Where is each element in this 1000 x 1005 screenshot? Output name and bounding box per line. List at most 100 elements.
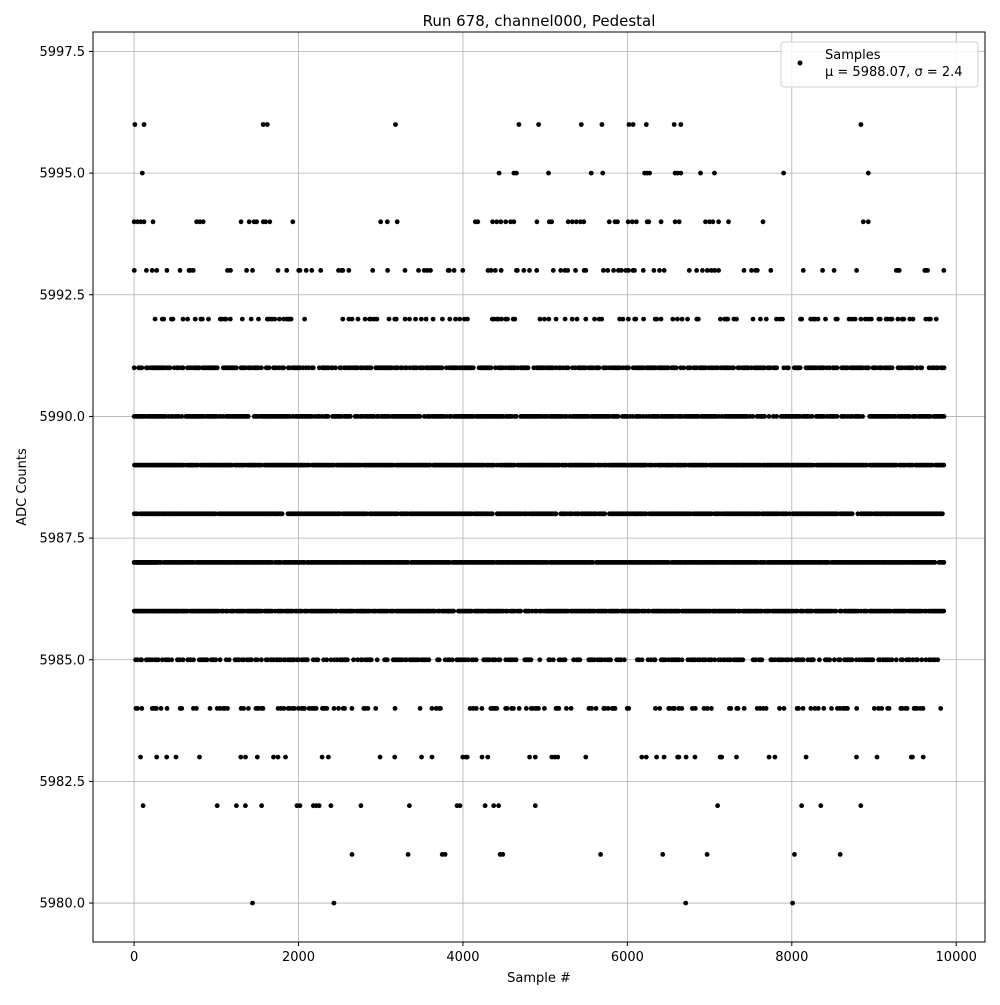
sample-point [812,706,818,711]
sample-point [865,170,871,176]
sample-point [781,706,787,711]
sample-point [679,706,685,711]
sample-point [489,511,495,517]
sample-point [302,316,307,322]
sample-point [651,268,657,273]
sample-point [449,657,455,663]
sample-point [217,657,223,663]
sample-point [500,852,506,857]
sample-point [612,706,618,711]
sample-point [239,316,245,322]
sample-point [511,706,516,711]
sample-point [423,316,429,322]
sample-point [167,365,173,371]
sample-point [800,706,806,711]
sample-point [562,316,568,322]
sample-point [479,706,485,711]
sample-point [228,268,233,273]
sample-point [941,268,947,273]
sample-point [553,511,559,517]
sample-point [442,852,448,857]
sample-point [351,657,356,663]
sample-point [657,706,663,711]
sample-point [515,268,520,273]
sample-point [716,268,721,273]
sample-point [589,706,594,711]
sample-point [829,706,834,711]
sample-point [525,365,531,371]
sample-point [550,657,556,663]
sample-point [715,803,720,809]
sample-point [553,316,559,322]
sample-point [800,657,806,663]
sample-point [266,365,272,371]
sample-point [718,316,723,322]
sample-point [185,316,191,322]
sample-point [488,268,494,273]
sample-point [177,268,183,273]
sample-point [899,706,905,711]
sample-point [781,170,786,176]
sample-point [508,219,513,225]
sample-point [893,657,899,663]
sample-point [340,316,346,322]
sample-point [647,170,652,176]
sample-point [763,706,769,711]
sample-point [583,316,589,322]
sample-point [439,365,445,371]
sample-point [355,657,360,663]
sample-point [789,657,794,663]
sample-point [154,706,159,711]
sample-point [626,122,632,127]
sample-point [436,657,442,663]
legend-box [780,41,979,88]
sample-point [393,122,398,127]
sample-point [654,754,659,760]
sample-point [453,316,458,322]
sample-point [498,219,504,225]
sample-point [365,706,371,711]
sample-point [766,414,772,419]
sample-point [407,803,412,809]
sample-point [683,900,689,906]
sample-point [815,316,821,322]
legend: Samples μ = 5988.07, σ = 2.4 [780,41,979,88]
sample-point [639,754,645,760]
sample-point [652,657,658,663]
sample-point [316,803,322,809]
sample-point [860,414,865,419]
sample-point [169,657,175,663]
sample-point [762,414,767,419]
sample-point [741,706,747,711]
sample-point [419,754,424,760]
sample-point [704,268,710,273]
sample-point [505,316,510,322]
sample-point [464,754,470,760]
sample-point [673,365,679,371]
sample-point [772,754,778,760]
sample-point [558,268,564,273]
sample-point [889,365,895,371]
sample-point [139,365,145,371]
sample-point [910,365,916,371]
sample-point [854,706,860,711]
sample-point [427,462,433,468]
sample-point [809,414,815,419]
sample-point [599,122,605,127]
sample-point [708,268,714,273]
sample-point [569,316,575,322]
sample-point [865,219,871,225]
sample-point [233,365,239,371]
sample-point [248,316,254,322]
sample-point [275,754,281,760]
sample-point [384,219,390,225]
sample-point [407,316,412,322]
sample-point [144,268,149,273]
sample-point [374,657,380,663]
sample-point [290,219,296,225]
sample-point [271,754,276,760]
sample-point [150,219,156,225]
sample-point [821,706,827,711]
ticks-layer: 0 2000 4000 6000 8000 10000 5980.0 5982.5 5985.0… [40,45,977,965]
sample-point [590,560,596,565]
